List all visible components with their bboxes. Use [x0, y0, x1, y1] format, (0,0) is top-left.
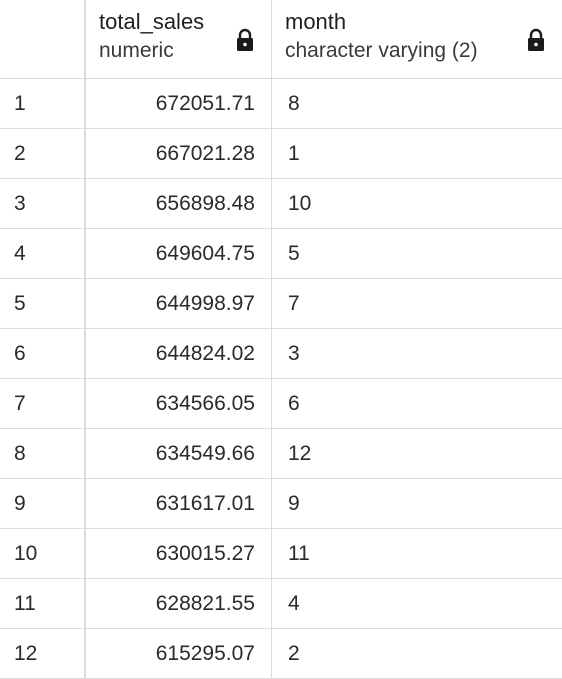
month-cell[interactable]: 1: [288, 142, 300, 165]
total-sales-cell[interactable]: 634549.66: [86, 429, 272, 478]
table-row[interactable]: 5 644998.97 7: [0, 279, 562, 329]
month-cell[interactable]: 8: [288, 92, 300, 115]
table-row[interactable]: 4 649604.75 5: [0, 229, 562, 279]
row-number: 11: [0, 579, 86, 628]
total-sales-cell[interactable]: 672051.71: [86, 79, 272, 128]
row-number: 7: [0, 379, 86, 428]
total-sales-cell[interactable]: 628821.55: [86, 579, 272, 628]
table-row[interactable]: 1 672051.71 8: [0, 79, 562, 129]
row-number: 1: [0, 79, 86, 128]
month-cell[interactable]: 10: [288, 192, 312, 215]
row-number: 5: [0, 279, 86, 328]
row-number: 2: [0, 129, 86, 178]
table-row[interactable]: 10 630015.27 11: [0, 529, 562, 579]
table-row[interactable]: 9 631617.01 9: [0, 479, 562, 529]
table-row[interactable]: 11 628821.55 4: [0, 579, 562, 629]
grid-body: 1 672051.71 8 2 667021.28 1 3 656898.48 …: [0, 79, 562, 679]
table-row[interactable]: 6 644824.02 3: [0, 329, 562, 379]
table-row[interactable]: 12 615295.07 2: [0, 629, 562, 679]
row-number: 12: [0, 629, 86, 678]
month-cell[interactable]: 6: [288, 392, 300, 415]
lock-icon: [237, 28, 253, 51]
row-number: 6: [0, 329, 86, 378]
row-number: 4: [0, 229, 86, 278]
column-header-total-sales[interactable]: total_sales numeric: [86, 0, 272, 78]
column-header-month[interactable]: month character varying (2): [272, 0, 562, 78]
table-row[interactable]: 3 656898.48 10: [0, 179, 562, 229]
total-sales-cell[interactable]: 667021.28: [86, 129, 272, 178]
total-sales-cell[interactable]: 634566.05: [86, 379, 272, 428]
month-cell[interactable]: 12: [288, 442, 312, 465]
total-sales-cell[interactable]: 649604.75: [86, 229, 272, 278]
month-cell[interactable]: 2: [288, 642, 300, 665]
column-type: character varying (2): [285, 39, 478, 62]
total-sales-cell[interactable]: 644998.97: [86, 279, 272, 328]
month-cell[interactable]: 9: [288, 492, 300, 515]
row-number: 8: [0, 429, 86, 478]
total-sales-cell[interactable]: 656898.48: [86, 179, 272, 228]
column-type: numeric: [99, 39, 174, 62]
month-cell[interactable]: 11: [288, 542, 310, 565]
month-cell[interactable]: 7: [288, 292, 300, 315]
row-number: 9: [0, 479, 86, 528]
row-number: 3: [0, 179, 86, 228]
month-cell[interactable]: 3: [288, 342, 300, 365]
grid-header: total_sales numeric month character vary…: [0, 0, 562, 79]
column-name: total_sales: [99, 9, 205, 34]
row-number: 10: [0, 529, 86, 578]
month-cell[interactable]: 4: [288, 592, 300, 615]
total-sales-cell[interactable]: 631617.01: [86, 479, 272, 528]
column-name: month: [285, 9, 347, 34]
total-sales-cell[interactable]: 615295.07: [86, 629, 272, 678]
table-row[interactable]: 7 634566.05 6: [0, 379, 562, 429]
table-row[interactable]: 8 634549.66 12: [0, 429, 562, 479]
month-cell[interactable]: 5: [288, 242, 300, 265]
total-sales-cell[interactable]: 630015.27: [86, 529, 272, 578]
table-row[interactable]: 2 667021.28 1: [0, 129, 562, 179]
lock-icon: [528, 28, 544, 51]
row-number-header: [0, 0, 86, 78]
total-sales-cell[interactable]: 644824.02: [86, 329, 272, 378]
